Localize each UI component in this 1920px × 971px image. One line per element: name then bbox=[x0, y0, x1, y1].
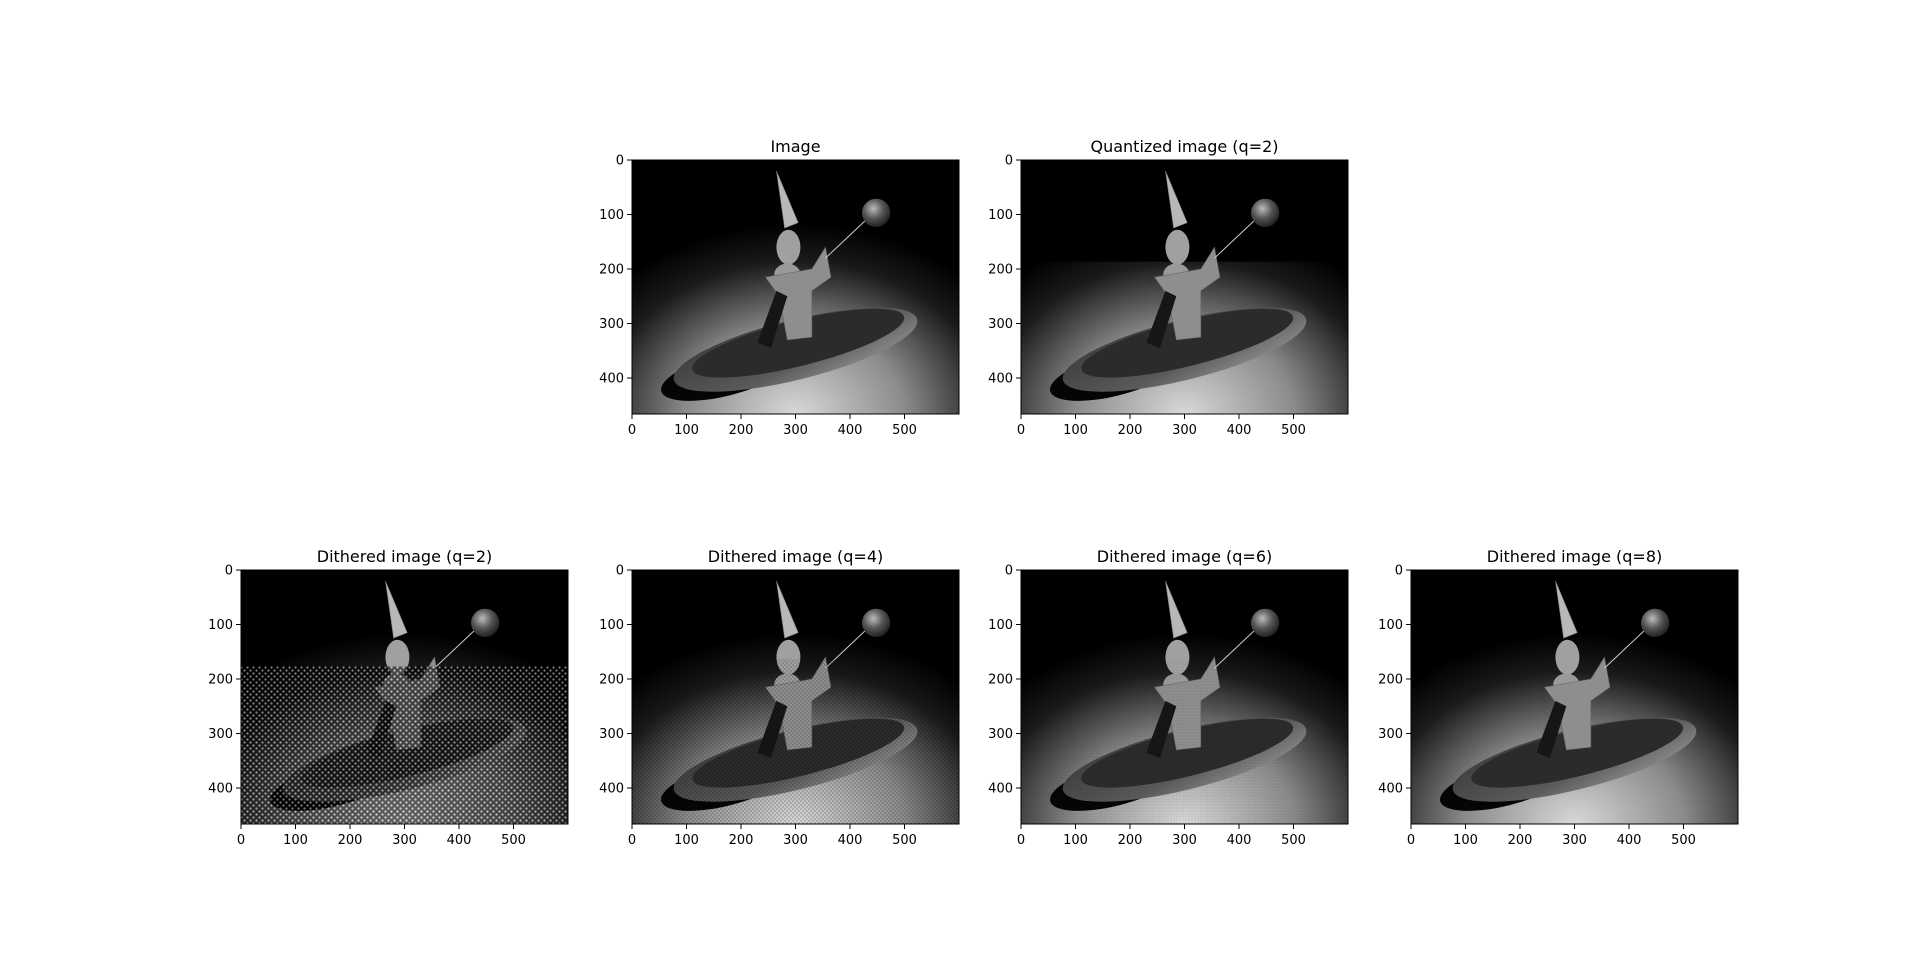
x-tick-label: 500 bbox=[501, 833, 526, 848]
image-content bbox=[1021, 160, 1348, 414]
y-tick-label: 100 bbox=[1378, 618, 1403, 633]
panel-title: Dithered image (q=2) bbox=[317, 547, 492, 566]
x-tick-label: 400 bbox=[1227, 423, 1252, 438]
y-tick-label: 400 bbox=[1378, 782, 1403, 797]
image-content bbox=[1411, 570, 1738, 824]
x-tick-label: 200 bbox=[729, 833, 754, 848]
y-tick-label: 200 bbox=[988, 673, 1013, 688]
x-tick-label: 100 bbox=[1453, 833, 1478, 848]
y-tick-label: 300 bbox=[988, 727, 1013, 742]
x-tick-label: 500 bbox=[1281, 833, 1306, 848]
y-tick-label: 100 bbox=[988, 208, 1013, 223]
panel-4: Dithered image (q=4) 0 100 200 300 400 500 0 100… bbox=[599, 547, 960, 848]
y-tick-label: 0 bbox=[1005, 564, 1013, 579]
x-tick-label: 100 bbox=[674, 833, 699, 848]
panel-6: Dithered image (q=8) 0 100 200 300 400 500 0 100… bbox=[1378, 547, 1739, 848]
y-tick-label: 300 bbox=[599, 317, 624, 332]
panel-title: Dithered image (q=4) bbox=[708, 547, 883, 566]
y-tick-label: 200 bbox=[599, 263, 624, 278]
x-tick-label: 0 bbox=[1017, 833, 1025, 848]
x-tick-label: 500 bbox=[1281, 423, 1306, 438]
x-tick-label: 0 bbox=[1017, 423, 1025, 438]
x-tick-label: 100 bbox=[1063, 423, 1088, 438]
x-tick-label: 400 bbox=[838, 423, 863, 438]
y-tick-label: 100 bbox=[599, 208, 624, 223]
x-tick-label: 100 bbox=[674, 423, 699, 438]
x-tick-label: 300 bbox=[783, 833, 808, 848]
panel-title: Dithered image (q=8) bbox=[1487, 547, 1662, 566]
x-tick-label: 100 bbox=[283, 833, 308, 848]
panel-5: Dithered image (q=6) 0 100 200 300 400 500 0 100… bbox=[988, 547, 1349, 848]
x-tick-label: 300 bbox=[1562, 833, 1587, 848]
y-tick-label: 200 bbox=[988, 263, 1013, 278]
y-tick-label: 0 bbox=[616, 564, 624, 579]
y-tick-label: 300 bbox=[208, 727, 233, 742]
x-tick-label: 200 bbox=[1118, 423, 1143, 438]
x-tick-label: 200 bbox=[338, 833, 363, 848]
x-tick-label: 100 bbox=[1063, 833, 1088, 848]
y-tick-label: 300 bbox=[599, 727, 624, 742]
y-tick-label: 0 bbox=[1005, 154, 1013, 169]
image-content bbox=[632, 160, 959, 414]
x-tick-label: 300 bbox=[783, 423, 808, 438]
panel-3: Dithered image (q=2) 0 100 200 300 400 500 0 100… bbox=[208, 547, 569, 848]
x-tick-label: 200 bbox=[729, 423, 754, 438]
x-tick-label: 500 bbox=[1671, 833, 1696, 848]
x-tick-label: 0 bbox=[1407, 833, 1415, 848]
x-tick-label: 200 bbox=[1118, 833, 1143, 848]
x-tick-label: 400 bbox=[1227, 833, 1252, 848]
y-tick-label: 100 bbox=[988, 618, 1013, 633]
image-content bbox=[241, 570, 568, 824]
y-tick-label: 300 bbox=[1378, 727, 1403, 742]
y-tick-label: 400 bbox=[599, 372, 624, 387]
x-tick-label: 400 bbox=[447, 833, 472, 848]
panel-title: Dithered image (q=6) bbox=[1097, 547, 1272, 566]
y-tick-label: 100 bbox=[599, 618, 624, 633]
x-tick-label: 400 bbox=[838, 833, 863, 848]
y-tick-label: 0 bbox=[616, 154, 624, 169]
y-tick-label: 400 bbox=[208, 782, 233, 797]
image-content bbox=[1021, 570, 1348, 824]
x-tick-label: 0 bbox=[628, 833, 636, 848]
x-tick-label: 300 bbox=[1172, 833, 1197, 848]
x-tick-label: 300 bbox=[1172, 423, 1197, 438]
x-tick-label: 200 bbox=[1508, 833, 1533, 848]
y-tick-label: 0 bbox=[1395, 564, 1403, 579]
y-tick-label: 200 bbox=[1378, 673, 1403, 688]
x-tick-label: 0 bbox=[237, 833, 245, 848]
y-tick-label: 100 bbox=[208, 618, 233, 633]
y-tick-label: 400 bbox=[988, 782, 1013, 797]
y-tick-label: 300 bbox=[988, 317, 1013, 332]
y-tick-label: 400 bbox=[599, 782, 624, 797]
y-tick-label: 400 bbox=[988, 372, 1013, 387]
panel-title: Quantized image (q=2) bbox=[1090, 137, 1278, 156]
panel-title: Image bbox=[770, 137, 820, 156]
x-tick-label: 400 bbox=[1617, 833, 1642, 848]
image-content bbox=[632, 570, 959, 824]
panel-1: Image 0 100 200 300 400 500 0 100 200 300 400 bbox=[599, 137, 960, 438]
y-tick-label: 0 bbox=[225, 564, 233, 579]
x-tick-label: 500 bbox=[892, 833, 917, 848]
x-tick-label: 0 bbox=[628, 423, 636, 438]
y-tick-label: 200 bbox=[599, 673, 624, 688]
y-tick-label: 200 bbox=[208, 673, 233, 688]
x-tick-label: 300 bbox=[392, 833, 417, 848]
panel-2: Quantized image (q=2) 0 100 200 300 400 500 0 10… bbox=[988, 137, 1349, 438]
x-tick-label: 500 bbox=[892, 423, 917, 438]
